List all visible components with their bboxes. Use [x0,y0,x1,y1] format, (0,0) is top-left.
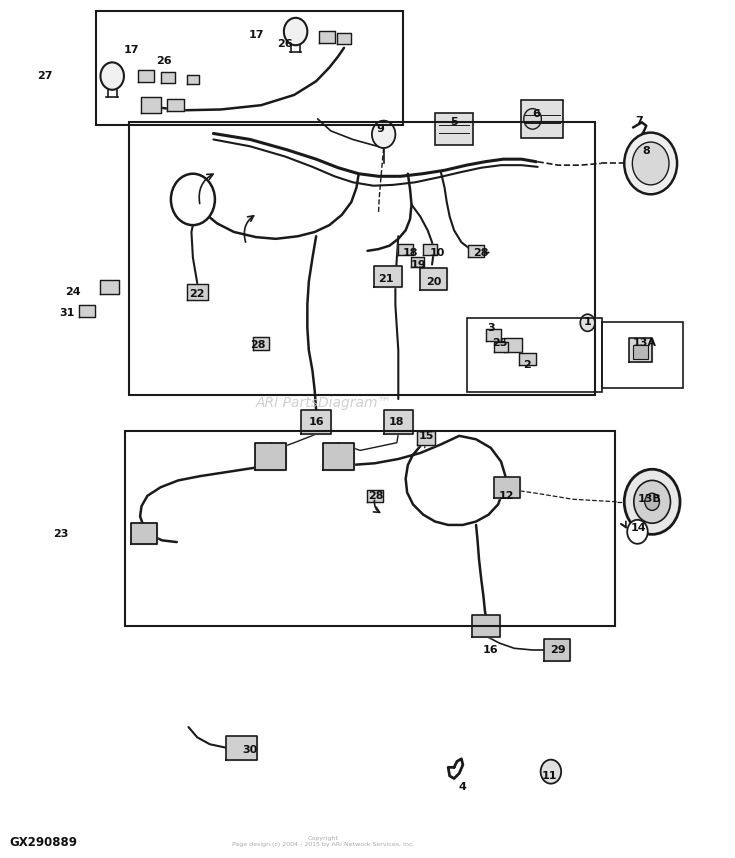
Polygon shape [374,266,402,287]
Bar [129,123,595,395]
Polygon shape [423,244,437,255]
Polygon shape [323,443,354,470]
Circle shape [101,63,124,90]
Polygon shape [226,735,257,759]
Polygon shape [301,410,331,434]
Text: 17: 17 [123,45,139,56]
Bar [602,322,683,388]
Text: 22: 22 [190,288,205,299]
Polygon shape [411,257,424,267]
Text: 23: 23 [53,529,68,539]
Text: ARI PartsDiagram™: ARI PartsDiagram™ [255,396,392,410]
Circle shape [284,18,307,45]
Text: 26: 26 [156,56,171,66]
Polygon shape [79,305,96,317]
Polygon shape [503,338,522,352]
Text: 11: 11 [542,771,557,781]
Bar [126,431,615,626]
Text: 24: 24 [65,287,80,297]
Circle shape [541,759,562,783]
Circle shape [624,469,680,535]
Polygon shape [253,337,269,349]
Text: 28: 28 [368,491,384,501]
Bar [467,317,602,392]
Text: 31: 31 [59,308,74,318]
Text: 21: 21 [378,274,393,284]
Polygon shape [367,490,383,502]
Circle shape [627,520,648,544]
Text: GX290889: GX290889 [10,836,77,849]
Polygon shape [100,280,118,293]
Text: 14: 14 [631,523,647,533]
Text: 29: 29 [551,645,566,655]
Text: 2: 2 [523,360,531,370]
Text: 15: 15 [418,431,434,441]
Polygon shape [417,431,435,444]
Text: 13B: 13B [637,494,661,505]
Polygon shape [519,353,536,365]
Text: Copyright
Page design (c) 2004 - 2015 by ARI Network Services, Inc.: Copyright Page design (c) 2004 - 2015 by… [232,837,415,847]
Polygon shape [473,615,501,637]
Circle shape [632,142,669,184]
Polygon shape [161,72,175,83]
Polygon shape [255,443,286,470]
Text: 8: 8 [642,146,650,155]
Polygon shape [398,244,413,255]
Text: 20: 20 [426,276,441,287]
Polygon shape [141,98,162,113]
Text: 28: 28 [473,249,489,258]
Polygon shape [337,33,351,44]
Circle shape [171,173,215,225]
Text: 28: 28 [250,340,265,350]
Text: 19: 19 [411,259,426,269]
Text: 1: 1 [584,317,592,327]
Circle shape [634,480,670,523]
Polygon shape [187,75,199,84]
Polygon shape [628,338,652,362]
Polygon shape [137,69,154,82]
Polygon shape [494,476,520,498]
Polygon shape [384,410,413,434]
Text: 6: 6 [532,109,540,118]
Polygon shape [495,341,508,352]
Text: 18: 18 [389,417,404,427]
Circle shape [645,493,659,511]
Bar [435,113,473,146]
Polygon shape [544,639,570,661]
Circle shape [624,133,677,194]
Text: 4: 4 [459,782,467,792]
Bar [633,345,648,359]
Polygon shape [420,269,448,290]
Text: 7: 7 [635,116,643,125]
Circle shape [580,314,595,331]
Text: 30: 30 [243,746,258,755]
Polygon shape [468,245,484,257]
Text: 25: 25 [492,338,507,348]
Polygon shape [319,31,335,43]
Polygon shape [486,329,501,341]
Bar [96,11,403,125]
Bar [521,100,563,138]
Text: 12: 12 [499,491,514,501]
Text: 13A: 13A [633,338,657,348]
Text: 26: 26 [278,39,293,49]
Text: 17: 17 [248,30,264,40]
Circle shape [372,121,395,148]
Circle shape [524,109,542,130]
Text: 10: 10 [429,248,445,257]
Text: 3: 3 [487,323,495,333]
Polygon shape [187,284,207,299]
Text: 18: 18 [402,248,417,257]
Polygon shape [131,523,157,544]
Text: 5: 5 [451,118,458,127]
Text: 16: 16 [309,417,324,427]
Polygon shape [167,99,184,112]
Text: 9: 9 [377,124,384,134]
Text: 27: 27 [37,71,52,81]
Text: 16: 16 [483,645,498,655]
